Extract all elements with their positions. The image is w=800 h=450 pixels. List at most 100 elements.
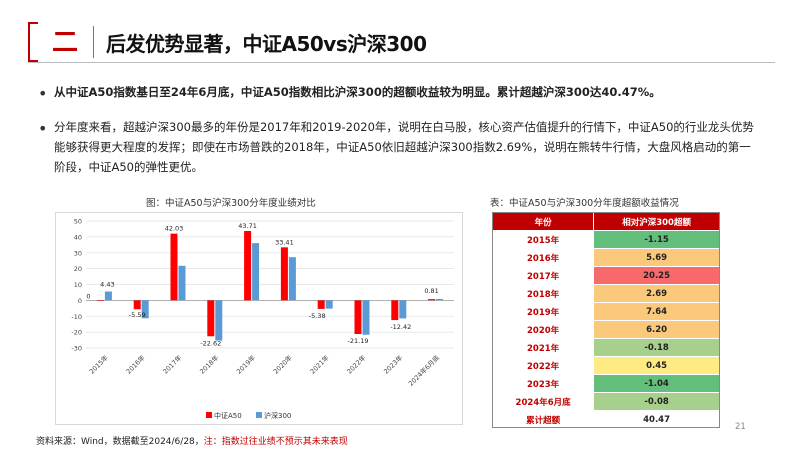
bar-hs300 [288, 257, 296, 301]
year-cell: 2017年 [491, 266, 595, 285]
data-label: -12.42 [390, 323, 411, 331]
table-row: 2021年 -0.18 [491, 338, 720, 357]
excess-cell: -0.08 [593, 392, 720, 411]
bar-a50 [207, 300, 215, 337]
bullet-marker: • [38, 119, 48, 138]
data-label: -22.62 [200, 339, 221, 347]
y-tick-label: 40 [74, 233, 82, 241]
bar-hs300 [141, 300, 149, 319]
source-text: 资料来源：Wind，数据截至2024/6/28， [36, 437, 204, 447]
excess-cell: 5.69 [593, 248, 720, 267]
x-tick-label: 2015年 [87, 353, 110, 376]
excess-cell: 7.64 [593, 302, 720, 321]
bar-hs300 [436, 298, 444, 301]
table-row: 2016年 5.69 [491, 248, 720, 267]
data-label: 33.41 [275, 238, 294, 246]
year-cell: 2020年 [491, 320, 595, 339]
chart-caption: 图：中证A50与沪深300分年度业绩对比 [146, 198, 316, 209]
table-header-row: 年份 相对沪深300超额 [491, 212, 720, 231]
y-tick-label: 20 [74, 265, 82, 273]
bar-a50 [133, 300, 141, 310]
bar-a50 [96, 300, 104, 301]
bullet-text-2: 分年度来看，超越沪深300最多的年份是2017年和2019-2020年，说明在白… [54, 120, 754, 174]
excess-cell: 20.25 [593, 266, 720, 285]
bullet-text-1: 从中证A50指数基日至24年6月底，中证A50指数相比沪深300的超额收益较为明… [54, 85, 661, 99]
y-tick-label: 0 [78, 297, 82, 305]
header-year: 年份 [491, 212, 595, 231]
year-cell: 2023年 [491, 374, 595, 393]
excess-cell: -1.04 [593, 374, 720, 393]
total-value: 40.47 [593, 410, 720, 429]
source-note: 资料来源：Wind，数据截至2024/6/28，注：指数过往业绩不预示其未来表现 [36, 434, 348, 447]
excess-cell: 0.45 [593, 356, 720, 375]
year-cell: 2018年 [491, 284, 595, 303]
x-tick-label: 2019年 [234, 353, 257, 376]
bar-a50 [280, 247, 288, 301]
y-tick-label: -20 [71, 329, 82, 337]
table-row: 2017年 20.25 [491, 266, 720, 285]
bar-a50 [428, 299, 436, 301]
y-tick-label: -10 [71, 313, 82, 321]
data-label: 42.03 [165, 225, 184, 233]
x-tick-label: 2023年 [382, 353, 405, 376]
bar-hs300 [215, 300, 223, 341]
x-tick-label: 2016年 [124, 353, 147, 376]
table-row: 2024年6月底 -0.08 [491, 392, 720, 411]
table-row: 2019年 7.64 [491, 302, 720, 321]
x-tick-label: 2021年 [308, 353, 331, 376]
data-label: 0 [86, 292, 90, 300]
table-row: 2018年 2.69 [491, 284, 720, 303]
bar-hs300 [325, 300, 333, 309]
data-label: -5.38 [309, 312, 326, 320]
bar-a50 [244, 230, 252, 301]
y-tick-label: 30 [74, 249, 82, 257]
bar-hs300 [178, 265, 186, 301]
table-row: 2023年 -1.04 [491, 374, 720, 393]
table-row: 2020年 6.20 [491, 320, 720, 339]
year-cell: 2022年 [491, 356, 595, 375]
excess-cell: 6.20 [593, 320, 720, 339]
header-bracket [28, 22, 38, 62]
x-tick-label: 2024年6月底 [406, 353, 441, 388]
page-title: 后发优势显著，中证A50vs沪深300 [106, 32, 427, 56]
header-excess: 相对沪深300超额 [593, 212, 720, 231]
year-cell: 2021年 [491, 338, 595, 357]
legend-label-hs300: 沪深300 [264, 411, 291, 420]
y-tick-label: -30 [71, 345, 82, 353]
bar-hs300 [252, 243, 260, 301]
total-row: 累计超额 40.47 [491, 410, 720, 429]
total-label: 累计超额 [491, 410, 595, 429]
x-tick-label: 2020年 [271, 353, 294, 376]
x-tick-label: 2018年 [198, 353, 221, 376]
year-cell: 2015年 [491, 230, 595, 249]
bar-chart: 50 40 30 20 10 0 -10 -20 -30 2015年 2016年 2017年 2018年… [71, 218, 454, 420]
table-row: 2022年 0.45 [491, 356, 720, 375]
bar-a50 [170, 233, 178, 301]
excess-cell: -0.18 [593, 338, 720, 357]
table-row: 2015年 -1.15 [491, 230, 720, 249]
bullet-marker: • [38, 84, 48, 103]
bar-a50 [354, 300, 362, 335]
data-label: 0.81 [424, 287, 438, 295]
legend-swatch-hs300 [256, 412, 262, 418]
y-tick-label: 50 [74, 218, 82, 226]
chart-frame: 50 40 30 20 10 0 -10 -20 -30 2015年 2016年 2017年 2018年… [55, 212, 463, 425]
header-rule [28, 62, 775, 63]
legend-label-a50: 中证A50 [214, 411, 242, 420]
excess-cell: 2.69 [593, 284, 720, 303]
data-label: 43.71 [238, 222, 257, 230]
excess-return-table: 年份 相对沪深300超额 2015年 -1.15 2016年 5.69 2017年 20.… [491, 212, 720, 429]
section-number: 二 [52, 28, 79, 58]
data-label: 4.43 [100, 281, 114, 289]
disclaimer-text: 注：指数过往业绩不预示其未来表现 [203, 437, 348, 447]
y-tick-label: 10 [74, 281, 82, 289]
data-label: -5.59 [129, 311, 146, 319]
bar-hs300 [362, 300, 370, 335]
legend-swatch-a50 [206, 412, 212, 418]
year-cell: 2016年 [491, 248, 595, 267]
table-caption: 表：中证A50与沪深300分年度超额收益情况 [490, 198, 679, 209]
bar-a50 [391, 300, 399, 321]
bar-hs300 [104, 291, 112, 301]
data-label: -21.19 [348, 337, 369, 345]
